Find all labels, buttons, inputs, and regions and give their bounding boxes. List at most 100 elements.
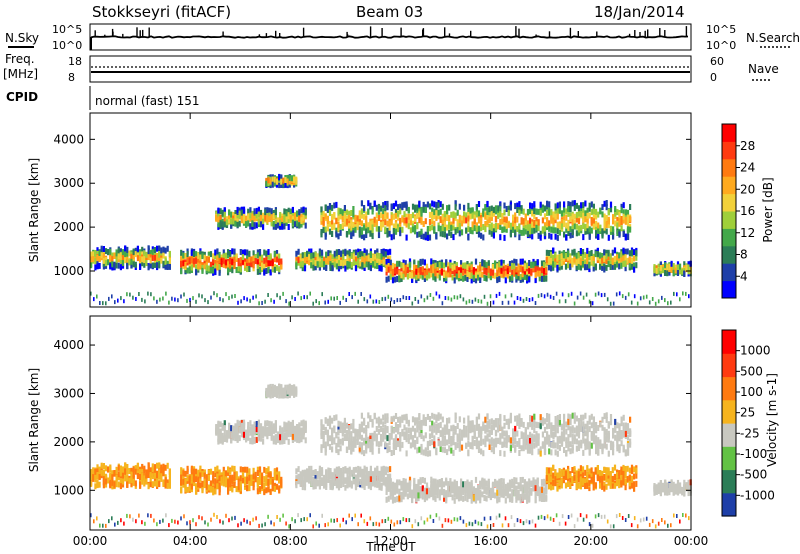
power-noise-cell <box>558 299 561 304</box>
power-cell <box>477 265 480 272</box>
power-cell <box>320 206 323 213</box>
power-cell <box>304 222 307 229</box>
velocity-cell <box>299 472 302 479</box>
power-cell <box>514 212 517 219</box>
velocity-cell <box>241 477 245 483</box>
power-cell <box>535 208 538 215</box>
power-cell <box>318 264 321 271</box>
power-cell <box>484 204 487 210</box>
power-cell <box>335 263 338 270</box>
power-cell <box>233 256 236 263</box>
power-cell <box>475 222 478 229</box>
power-cell <box>233 248 236 255</box>
power-cell <box>489 269 492 276</box>
velocity-cell <box>151 473 154 480</box>
power-cell <box>255 222 258 229</box>
power-cell <box>423 259 426 266</box>
power-cell <box>136 245 139 252</box>
power-cell <box>502 266 505 273</box>
power-cell <box>361 256 364 263</box>
power-cell <box>195 257 198 264</box>
power-cell <box>377 203 381 210</box>
power-cell <box>325 265 328 271</box>
power-cell <box>592 256 595 263</box>
velocity-cell <box>331 472 334 479</box>
velocity-cell <box>227 469 230 476</box>
power-cell <box>456 227 459 234</box>
velocity-cell <box>182 478 185 485</box>
power-noise-cell <box>552 296 555 300</box>
power-cell <box>474 272 478 279</box>
power-cell <box>405 234 408 241</box>
power-cell <box>263 263 266 270</box>
power-cell <box>272 221 275 227</box>
power-cell <box>526 262 529 269</box>
velocity-cell <box>245 435 248 442</box>
power-cell <box>344 250 347 257</box>
power-cell <box>426 234 429 241</box>
power-cell <box>160 257 163 264</box>
power-cell <box>384 219 387 226</box>
power-cell <box>314 263 317 270</box>
velocity-cell <box>249 437 252 444</box>
colorbar-tick-label: 28 <box>740 139 755 153</box>
power-cell <box>247 208 250 215</box>
power-cell <box>492 232 495 239</box>
velocity-cell <box>350 448 353 455</box>
velocity-cell <box>371 439 374 446</box>
power-cell <box>188 257 191 264</box>
velocity-cell <box>287 420 290 427</box>
power-cell <box>552 264 555 271</box>
power-cell <box>457 275 461 282</box>
power-cell <box>548 206 551 213</box>
velocity-cell <box>298 422 301 429</box>
power-noise-cell <box>138 292 140 296</box>
power-cell <box>337 221 340 228</box>
power-cell <box>577 226 581 233</box>
power-cell <box>450 221 453 228</box>
velocity-cell <box>252 484 255 491</box>
velocity-cell <box>224 470 227 477</box>
velocity-cell <box>269 488 272 495</box>
velocity-cell <box>377 428 381 435</box>
power-cell <box>422 206 425 213</box>
power-cell <box>603 266 606 273</box>
power-cell <box>126 256 129 263</box>
power-cell <box>339 229 342 236</box>
velocity-cell <box>96 468 99 475</box>
power-cell <box>246 257 249 264</box>
power-cell <box>340 256 343 263</box>
power-noise-cell <box>519 296 522 301</box>
power-cell <box>533 213 536 220</box>
power-cell <box>365 223 368 230</box>
power-cell <box>323 261 326 268</box>
velocity-cell <box>279 434 282 441</box>
velocity-cell <box>158 462 161 469</box>
velocity-cell <box>369 484 372 491</box>
power-cell <box>168 250 171 257</box>
power-cell <box>236 218 239 225</box>
power-cell <box>573 205 576 211</box>
power-cell <box>394 276 397 283</box>
power-noise-cell <box>396 298 399 303</box>
velocity-cell <box>331 434 334 441</box>
power-cell <box>530 261 533 268</box>
power-cell <box>331 224 334 231</box>
power-cell <box>345 218 349 225</box>
power-cell <box>435 201 438 208</box>
power-noise-cell <box>486 301 489 306</box>
power-cell <box>90 256 93 263</box>
nave-tick-bottom: 0 <box>710 71 717 84</box>
velocity-cell <box>98 474 101 481</box>
power-cell <box>420 218 423 225</box>
velocity-cell <box>252 481 255 488</box>
velocity-cell <box>248 474 251 481</box>
power-cell <box>595 208 598 215</box>
power-noise-cell <box>240 299 242 304</box>
power-cell <box>582 234 585 241</box>
power-noise-cell <box>438 294 441 299</box>
power-cell <box>620 203 623 210</box>
power-cell <box>577 214 581 221</box>
velocity-cell <box>250 479 253 486</box>
velocity-cell <box>267 471 270 478</box>
